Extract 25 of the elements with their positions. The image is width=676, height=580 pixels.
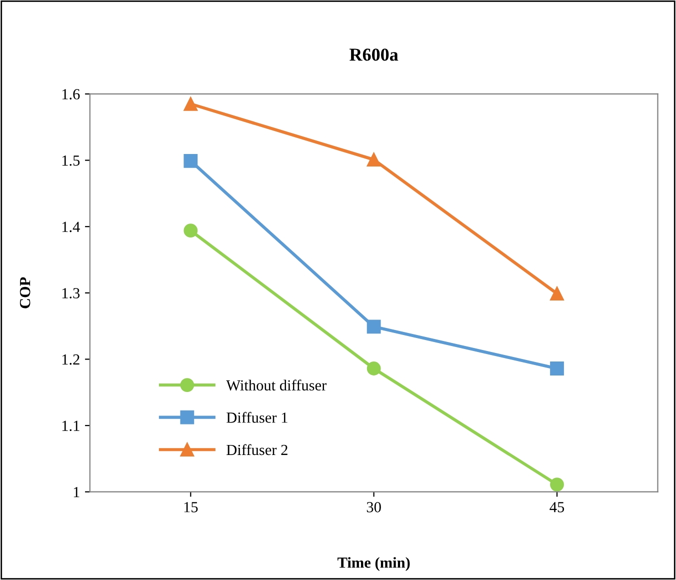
point <box>184 96 198 111</box>
point <box>366 152 381 167</box>
y-tick-label: 1.2 <box>62 354 80 365</box>
x-axis-title: Time (min) <box>338 557 410 571</box>
y-axis-title: COP <box>20 277 30 308</box>
chart-title: R600a <box>350 48 398 61</box>
y-tick-label: 1.1 <box>62 420 80 432</box>
y-tick-label: 1.6 <box>62 89 80 100</box>
legend-label: Diffuser 1 <box>226 412 288 423</box>
point <box>184 154 198 168</box>
point <box>366 320 381 334</box>
point <box>184 224 198 238</box>
x-tick-label: 15 <box>184 502 198 512</box>
legend-label: Without diffuser <box>226 380 327 391</box>
y-tick-label: 1.4 <box>62 222 80 232</box>
point <box>550 478 564 492</box>
x-tick-label: 45 <box>550 502 564 512</box>
x-tick-label: 30 <box>366 502 381 512</box>
point <box>550 362 564 376</box>
point <box>550 286 564 301</box>
legend-label: Diffuser 2 <box>226 444 288 456</box>
y-tick-label: 1.3 <box>62 288 80 298</box>
point <box>366 362 381 376</box>
y-tick-label: 1.5 <box>62 155 80 166</box>
y-tick-label: 1 <box>74 487 80 498</box>
